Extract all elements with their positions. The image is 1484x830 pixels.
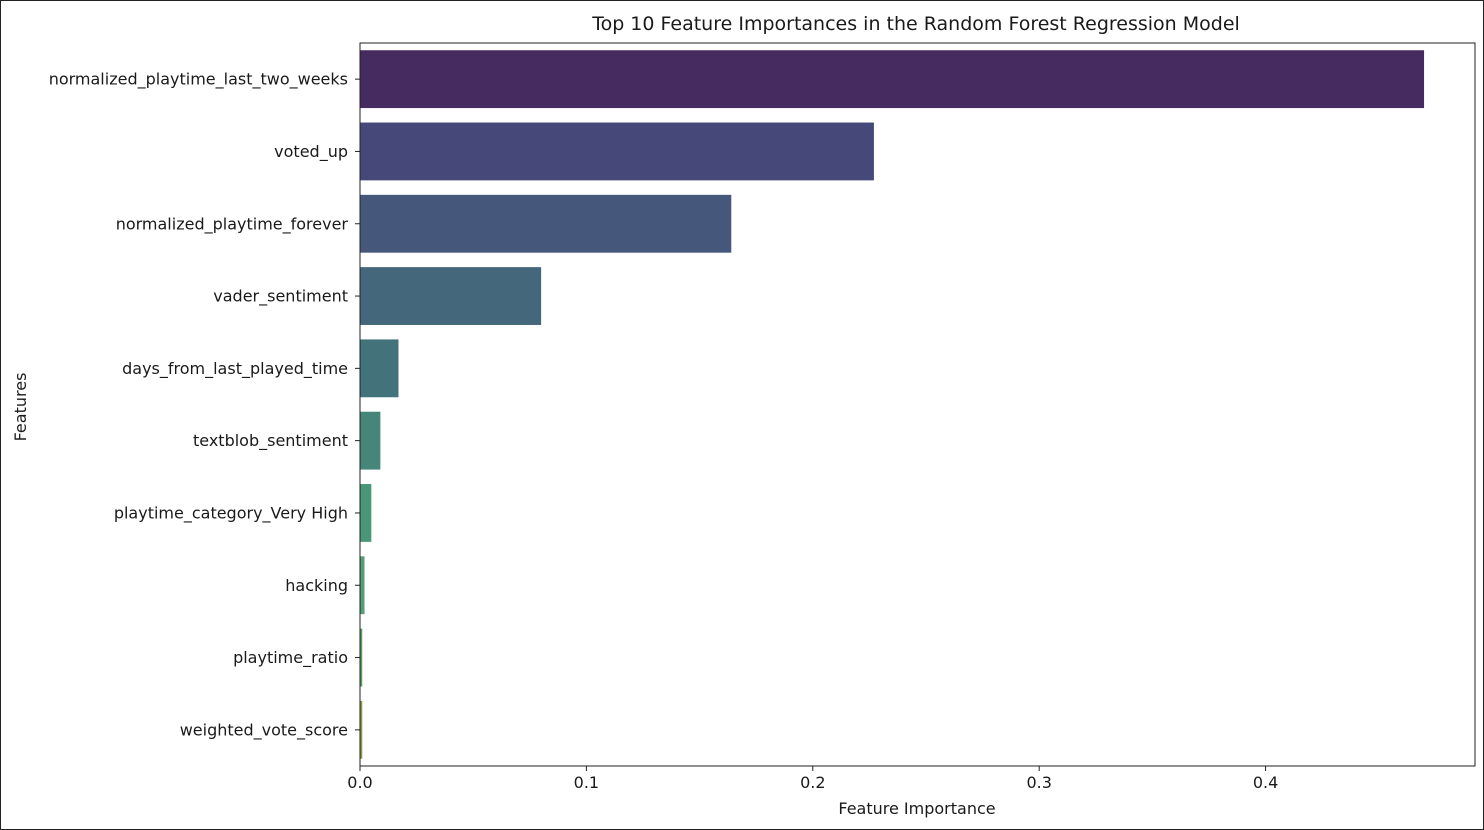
bar-weighted-vote-score — [360, 700, 363, 759]
x-tick-label: 0.1 — [574, 773, 599, 792]
x-tick-label: 0.0 — [347, 773, 372, 792]
x-axis-label: Feature Importance — [838, 799, 995, 818]
bar-textblob-sentiment — [360, 411, 381, 470]
y-tick-label: playtime_category_Very High — [114, 503, 348, 523]
plot-area-border — [359, 42, 1476, 767]
bar-normalized-playtime-last-two-weeks — [360, 50, 1425, 109]
y-tick-label: weighted_vote_score — [180, 720, 348, 740]
y-axis-tick-labels: normalized_playtime_last_two_weeks voted_… — [49, 70, 360, 740]
y-axis-label: Features — [11, 373, 30, 442]
bar-normalized-playtime-forever — [360, 194, 732, 253]
x-tick-label: 0.4 — [1253, 773, 1278, 792]
bars-group — [360, 50, 1425, 759]
y-tick-label: hacking — [285, 576, 348, 595]
bar-voted-up — [360, 122, 874, 181]
bar-days-from-last-played-time — [360, 339, 399, 398]
bar-hacking — [360, 556, 365, 615]
bar-playtime-ratio — [360, 628, 363, 687]
y-tick-label: voted_up — [274, 142, 348, 162]
axes-frame — [359, 42, 1476, 767]
x-tick-label: 0.2 — [800, 773, 825, 792]
y-tick-label: vader_sentiment — [213, 287, 348, 307]
chart-title: Top 10 Feature Importances in the Random… — [591, 13, 1240, 35]
y-tick-label: textblob_sentiment — [193, 431, 348, 451]
y-tick-label: days_from_last_played_time — [122, 359, 348, 379]
bar-playtime-category-very-high — [360, 484, 372, 542]
y-tick-label: normalized_playtime_last_two_weeks — [49, 70, 348, 90]
x-tick-label: 0.3 — [1026, 773, 1051, 792]
bar-vader-sentiment — [360, 267, 542, 325]
x-axis-tick-labels: 0.0 0.1 0.2 0.3 0.4 — [347, 766, 1278, 792]
y-tick-label: normalized_playtime_forever — [116, 214, 349, 234]
y-tick-label: playtime_ratio — [233, 648, 348, 668]
